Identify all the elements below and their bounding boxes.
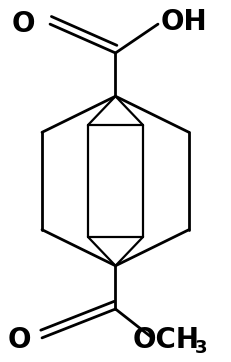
Text: OH: OH <box>160 8 207 36</box>
Text: O: O <box>12 10 35 38</box>
Text: OCH: OCH <box>133 326 200 354</box>
Text: 3: 3 <box>195 338 207 357</box>
Text: O: O <box>7 326 31 354</box>
